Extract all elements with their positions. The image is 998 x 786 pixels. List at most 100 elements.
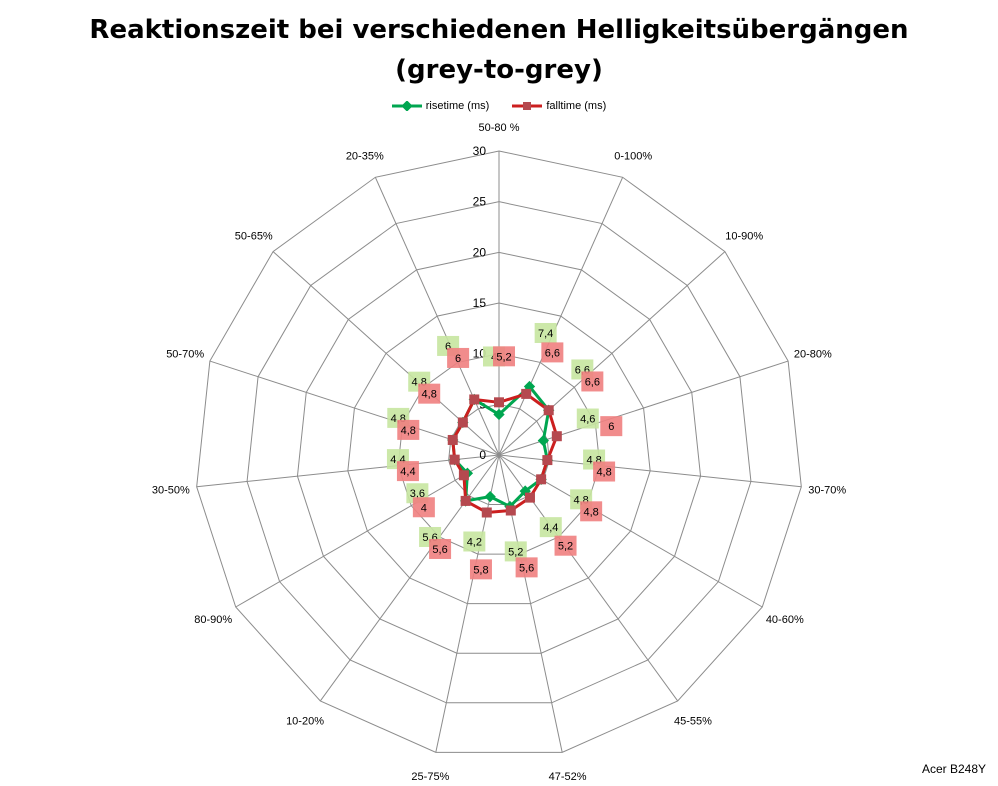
category-label: 50-65% [235, 231, 273, 243]
data-label: 6 [608, 421, 614, 433]
legend-label-falltime: falltime (ms) [546, 100, 607, 112]
tick-label: 30 [473, 144, 487, 158]
data-label-box [541, 342, 564, 363]
category-label: 20-35% [346, 150, 384, 162]
data-label: 4,8 [401, 425, 416, 437]
category-label: 50-70% [166, 349, 204, 361]
falltime-point [481, 507, 492, 518]
spoke-line [235, 454, 500, 608]
category-labels: 50-80 % 0-100% 10-90% 20-80% 30-70% 40-60% 45-… [152, 122, 847, 783]
spoke-line [435, 454, 500, 753]
data-label: 4,2 [467, 536, 482, 548]
falltime-point [460, 495, 471, 506]
data-label-box [515, 557, 538, 578]
grid-ring [347, 302, 651, 605]
category-label: 10-20% [286, 715, 324, 727]
falltime-point [551, 431, 562, 442]
falltime-point [494, 397, 504, 408]
data-label-box [469, 559, 492, 580]
grid-ring [196, 150, 802, 753]
data-label-box [576, 408, 599, 429]
tick-label: 0 [479, 448, 486, 462]
data-label-box [412, 497, 435, 518]
data-label: 4,6 [580, 414, 595, 426]
category-label: 45-55% [674, 715, 712, 727]
data-label-box [600, 416, 623, 437]
data-label: 6,6 [585, 376, 600, 388]
grid-ring [246, 201, 752, 704]
grid-ring [448, 403, 550, 506]
falltime-point [521, 388, 532, 399]
chart-title: Reaktionszeit bei verschiedenen Helligke… [0, 10, 998, 90]
data-label-box [593, 461, 616, 482]
data-label: 5,8 [473, 564, 488, 576]
data-label-box [493, 346, 515, 367]
data-label-box [397, 419, 420, 440]
falltime-point [543, 405, 554, 416]
category-label: 30-70% [808, 484, 846, 496]
data-label-box [504, 541, 527, 562]
legend-marker-falltime [512, 102, 543, 110]
data-label: 7,4 [538, 328, 553, 340]
category-label: 0-100% [614, 150, 652, 162]
data-label: 4 [421, 502, 427, 514]
data-label: 4,4 [400, 466, 415, 478]
legend-item-risetime: risetime (ms) [391, 100, 490, 112]
chart-title-line-1: Reaktionszeit bei verschiedenen Helligke… [89, 15, 909, 45]
category-label: 20-80% [794, 349, 832, 361]
grid-ring [296, 251, 702, 654]
data-label-box [447, 347, 470, 368]
series-lines [447, 380, 562, 518]
falltime-point [505, 505, 516, 516]
data-label: 5,2 [508, 546, 523, 558]
data-label: 4,8 [584, 506, 599, 518]
spoke-line [498, 177, 624, 456]
category-label: 50-80 % [479, 122, 520, 134]
falltime-point [469, 394, 480, 405]
spoke-line [374, 177, 500, 456]
data-label-box [534, 322, 557, 343]
data-label: 5,2 [496, 351, 511, 363]
data-label: 6 [445, 341, 451, 353]
tick-label: 25 [473, 195, 487, 209]
data-label-box [463, 531, 486, 552]
falltime-point [536, 474, 547, 485]
data-label: 5,6 [432, 544, 447, 556]
falltime-point [458, 470, 469, 481]
data-label-box [580, 501, 603, 522]
chart-title-line-2: (grey-to-grey) [395, 55, 603, 85]
tick-label: 10 [473, 347, 487, 361]
grid-ring [397, 353, 601, 555]
data-label: 4,8 [596, 467, 611, 479]
category-label: 47-52% [549, 771, 587, 783]
tick-label: 20 [473, 245, 487, 259]
series-line [451, 392, 559, 514]
data-labels: 47,46,64,64,84,84,45,24,25,63,64,44,84,8… [386, 322, 623, 580]
radar-grid [196, 150, 802, 753]
legend-label-risetime: risetime (ms) [425, 100, 490, 112]
category-label: 40-60% [766, 614, 804, 626]
monitor-model-label: Acer B248Y [921, 762, 986, 776]
falltime-point [449, 454, 460, 465]
data-label: 5,2 [558, 541, 573, 553]
data-label: 6,6 [545, 347, 560, 359]
tick-label: 15 [473, 296, 487, 310]
falltime-point [524, 492, 535, 503]
falltime-point [457, 417, 468, 428]
category-label: 80-90% [194, 614, 232, 626]
data-label: 4,8 [422, 389, 437, 401]
falltime-point [542, 455, 553, 466]
falltime-point [447, 434, 458, 445]
data-label-box [396, 461, 419, 482]
risetime-point [484, 490, 496, 503]
data-label: 4,4 [543, 522, 558, 534]
data-label: 5,6 [519, 562, 534, 574]
legend-marker-risetime [391, 101, 422, 111]
data-label-box [429, 538, 452, 559]
chart-legend: risetime (ms) falltime (ms) [0, 100, 998, 114]
category-label: 10-90% [725, 231, 763, 243]
spoke-line [196, 454, 500, 488]
legend-item-falltime: falltime (ms) [512, 100, 606, 112]
